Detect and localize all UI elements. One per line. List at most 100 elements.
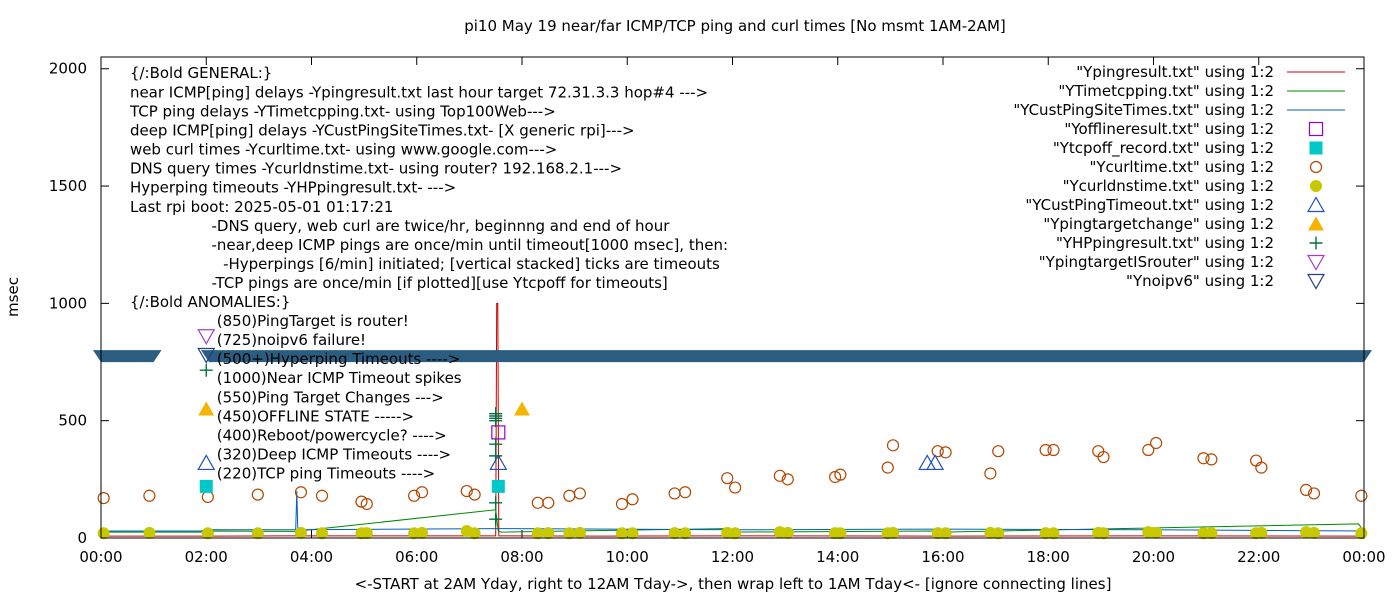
data-point <box>834 468 847 481</box>
legend-label: "YCustPingTimeout.txt" using 1:2 <box>1025 196 1274 214</box>
legend: "Ypingresult.txt" using 1:2"YTimetcpping… <box>1013 63 1345 290</box>
annotation-icon <box>197 329 216 345</box>
annotation-icon <box>198 401 215 416</box>
data-point <box>573 487 586 500</box>
data-point <box>1047 527 1060 540</box>
data-point <box>408 489 421 502</box>
data-point <box>355 495 368 508</box>
annotation-text: Last rpi boot: 2025-05-01 01:17:21 <box>130 198 394 216</box>
data-point <box>992 527 1005 540</box>
x-tick-label: 04:00 <box>290 548 333 566</box>
data-point <box>143 489 156 502</box>
data-point <box>615 527 628 540</box>
x-tick-label: 02:00 <box>185 548 228 566</box>
y-tick-label: 1500 <box>49 177 87 195</box>
data-point <box>773 469 786 482</box>
legend-label: "Yofflineresult.txt" using 1:2 <box>1064 120 1274 138</box>
data-point <box>679 527 692 540</box>
data-point <box>1307 487 1321 500</box>
legend-label: "Ycurltime.txt" using 1:2 <box>1089 158 1274 176</box>
data-point <box>514 401 530 416</box>
data-point <box>887 526 900 539</box>
data-point <box>251 488 264 501</box>
legend-swatch <box>1308 216 1324 231</box>
legend-label: "Ypingtargetchange" using 1:2 <box>1043 215 1274 233</box>
data-point <box>468 527 481 540</box>
data-point <box>1097 527 1110 540</box>
band-segment-left <box>93 350 162 363</box>
y-tick-label: 2000 <box>49 60 87 78</box>
data-point <box>531 527 544 540</box>
x-tick-label: 14:00 <box>816 548 859 566</box>
data-point <box>729 527 742 540</box>
legend-label: "YpingtargetISrouter" using 1:2 <box>1039 253 1274 271</box>
legend-swatch <box>1306 273 1326 290</box>
data-point <box>1047 443 1060 457</box>
annotation-text: (850)PingTarget is router! <box>217 312 409 330</box>
data-point <box>829 470 842 484</box>
annotation-icon <box>199 363 213 377</box>
legend-label: "Ytcpoff_record.txt" using 1:2 <box>1053 139 1274 158</box>
annotation-text: {/:Bold GENERAL:} <box>130 64 272 82</box>
x-tick-label: 08:00 <box>500 548 543 566</box>
data-point <box>460 484 473 498</box>
data-point <box>834 527 847 540</box>
data-point <box>1300 483 1313 496</box>
annotation-text: {/:Bold ANOMALIES:} <box>130 293 290 311</box>
data-point <box>668 527 681 540</box>
data-point <box>886 439 900 452</box>
data-point <box>491 425 506 440</box>
data-point <box>1308 526 1321 539</box>
legend-swatch <box>1309 141 1323 155</box>
data-point <box>1205 527 1218 540</box>
data-point <box>1150 436 1163 450</box>
data-point <box>489 449 503 463</box>
annotation-text: -near,deep ICMP pings are once/min until… <box>212 236 729 254</box>
chart-title: pi10 May 19 near/far ICMP/TCP ping and c… <box>464 17 1006 35</box>
data-point <box>531 496 544 509</box>
data-point <box>615 497 629 511</box>
data-point <box>360 497 373 511</box>
data-point <box>1097 450 1110 464</box>
data-point <box>931 445 944 458</box>
data-point <box>316 527 329 540</box>
plot-frame <box>100 56 1365 539</box>
data-point <box>573 526 586 539</box>
annotation-icon <box>197 347 216 364</box>
data-point <box>1205 453 1218 466</box>
data-point <box>1039 443 1052 457</box>
y-tick-label: 1000 <box>49 294 87 312</box>
legend-label: "Ycurldnstime.txt" using 1:2 <box>1063 177 1274 195</box>
x-tick-label: 00:00 <box>79 548 122 566</box>
band-segment-right <box>200 350 1372 363</box>
annotation-text: deep ICMP[ping] delays -YCustPingSiteTim… <box>130 121 635 139</box>
data-point <box>143 526 156 539</box>
data-point <box>315 489 329 502</box>
legend-label: "Ynoipv6" using 1:2 <box>1126 272 1274 290</box>
data-point <box>1255 526 1268 539</box>
data-point <box>489 454 508 471</box>
data-point <box>251 527 264 540</box>
annotation-text: (550)Ping Target Changes ---> <box>217 388 444 406</box>
data-point <box>721 472 734 485</box>
legend-label: "YHPpingresult.txt" using 1:2 <box>1056 234 1274 252</box>
x-tick-label: 12:00 <box>711 548 754 566</box>
data-point <box>294 526 307 539</box>
y-tick-label: 0 <box>77 529 87 547</box>
data-point <box>1142 443 1155 457</box>
legend-label: "Ypingresult.txt" using 1:2 <box>1076 63 1274 81</box>
legend-label: "YTimetcpping.txt" using 1:2 <box>1058 82 1274 100</box>
plot-area: 0 500 1000 1500 2000 00:00 02:00 04:00 06:00 08:0… <box>49 57 1386 566</box>
data-point <box>1355 489 1368 502</box>
data-point <box>626 493 639 506</box>
data-point <box>1250 454 1263 467</box>
annotation-icon <box>199 479 213 493</box>
data-point <box>668 487 681 500</box>
data-point <box>542 527 555 540</box>
series-line-2 <box>101 491 1365 532</box>
data-point <box>881 461 894 474</box>
annotation-text: (725)noipv6 failure! <box>217 331 366 349</box>
data-point <box>1150 526 1163 539</box>
data-point <box>489 407 503 421</box>
